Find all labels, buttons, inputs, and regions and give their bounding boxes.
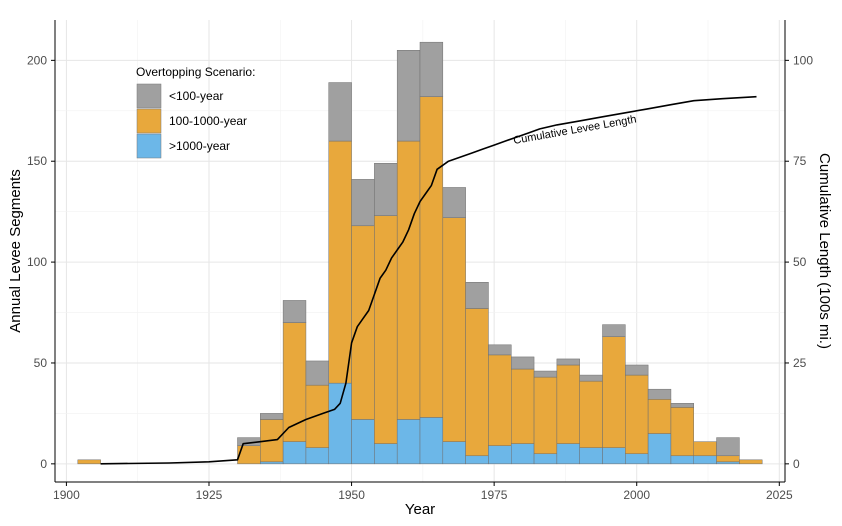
bar-segment — [328, 140, 352, 384]
bar-segment — [305, 447, 329, 465]
bar-segment — [511, 443, 535, 465]
y2-tick-label: 100 — [793, 53, 813, 67]
bar-segment — [625, 374, 649, 455]
bar-segment — [533, 453, 558, 465]
bar-segment — [351, 419, 375, 465]
cumulative-line-label: Cumulative Levee Length — [512, 113, 637, 146]
bar-segment — [602, 447, 626, 465]
bar-segment — [670, 407, 694, 457]
bar-segment — [647, 388, 672, 400]
y2-tick-label: 0 — [793, 457, 800, 471]
legend-swatch-100-1000 — [136, 108, 162, 134]
bar-segment — [533, 370, 558, 378]
bar-segment — [716, 455, 740, 463]
bar-segment — [556, 358, 580, 366]
bar-segment — [670, 455, 694, 465]
x-tick-label: 2025 — [766, 488, 793, 502]
bar-segment — [465, 282, 489, 309]
legend: Overtopping Scenario: <100-year 100-1000… — [136, 65, 255, 159]
legend-label-lt100: <100-year — [169, 89, 223, 103]
x-tick-label: 2000 — [623, 488, 650, 502]
bar-segment — [260, 461, 284, 465]
y2-tick-label: 75 — [793, 154, 807, 168]
bar-segment — [716, 437, 740, 457]
y-axis-title: Annual Levee Segments — [7, 169, 24, 332]
bar-segment — [556, 443, 580, 465]
bar-segment — [488, 445, 512, 465]
bar-segment — [442, 187, 466, 218]
bar-segment — [465, 455, 489, 465]
bar-segment — [739, 459, 763, 465]
bar-segment — [260, 413, 284, 420]
y-tick-label: 150 — [27, 154, 47, 168]
legend-label-100-1000: 100-1000-year — [169, 114, 247, 128]
y2-axis-title: Cumulative Length (100s mi.) — [816, 153, 833, 349]
bar-segment — [396, 140, 421, 420]
y-tick-label: 100 — [27, 255, 47, 269]
bar-segment — [511, 356, 535, 370]
y-tick-label: 0 — [40, 457, 47, 471]
bar-segment — [351, 179, 375, 227]
legend-label-gt1000: >1000-year — [169, 139, 230, 153]
stacked-bars — [77, 41, 763, 465]
bar-segment — [579, 374, 603, 382]
legend-swatch-lt100 — [136, 83, 162, 109]
bar-segment — [282, 322, 307, 442]
bar-segment — [488, 344, 512, 356]
bar-segment — [419, 417, 444, 465]
bar-segment — [282, 300, 307, 323]
y2-tick-label: 50 — [793, 255, 807, 269]
x-tick-label: 1975 — [481, 488, 508, 502]
bar-segment — [374, 443, 398, 465]
legend-swatch-gt1000 — [136, 133, 162, 159]
bar-segment — [77, 459, 101, 465]
x-tick-label: 1925 — [196, 488, 223, 502]
bar-segment — [625, 453, 649, 465]
bar-segment — [488, 354, 512, 446]
bar-segment — [328, 382, 352, 465]
bar-segment — [419, 41, 444, 97]
bar-segment — [670, 403, 694, 408]
bar-segment — [465, 308, 489, 457]
bar-segment — [282, 441, 307, 465]
cumulative-line-group — [100, 95, 757, 465]
bar-segment — [328, 82, 352, 142]
bar-segment — [442, 441, 466, 465]
bar-segment — [579, 447, 603, 465]
bar-segment — [602, 336, 626, 448]
bar-segment — [556, 364, 580, 444]
x-tick-label: 1950 — [338, 488, 365, 502]
y-tick-label: 50 — [34, 356, 48, 370]
bar-segment — [625, 364, 649, 376]
bar-segment — [647, 433, 672, 465]
bar-segment — [511, 368, 535, 444]
bar-segment — [396, 419, 421, 465]
bar-segment — [305, 360, 329, 386]
x-axis-title: Year — [405, 501, 435, 518]
cumulative-line — [100, 95, 757, 465]
bar-segment — [351, 225, 375, 420]
bar-segment — [693, 455, 717, 465]
bar-segment — [396, 50, 421, 142]
bar-segment — [305, 384, 329, 448]
bar-segment — [374, 215, 398, 444]
ticks: 1900 1925 1950 1975 2000 20250501001502000255… — [27, 53, 813, 502]
bar-segment — [693, 441, 717, 457]
bar-segment — [419, 96, 444, 418]
y2-tick-label: 25 — [793, 356, 807, 370]
legend-title: Overtopping Scenario: — [136, 65, 255, 79]
bar-segment — [579, 380, 603, 448]
bar-segment — [374, 162, 398, 216]
x-tick-label: 1900 — [53, 488, 80, 502]
y-tick-label: 200 — [27, 53, 47, 67]
axes — [54, 20, 786, 483]
bar-segment — [442, 217, 466, 442]
bar-segment — [647, 399, 672, 434]
bar-segment — [602, 324, 626, 337]
bar-segment — [533, 376, 558, 455]
bar-segment — [716, 461, 740, 465]
